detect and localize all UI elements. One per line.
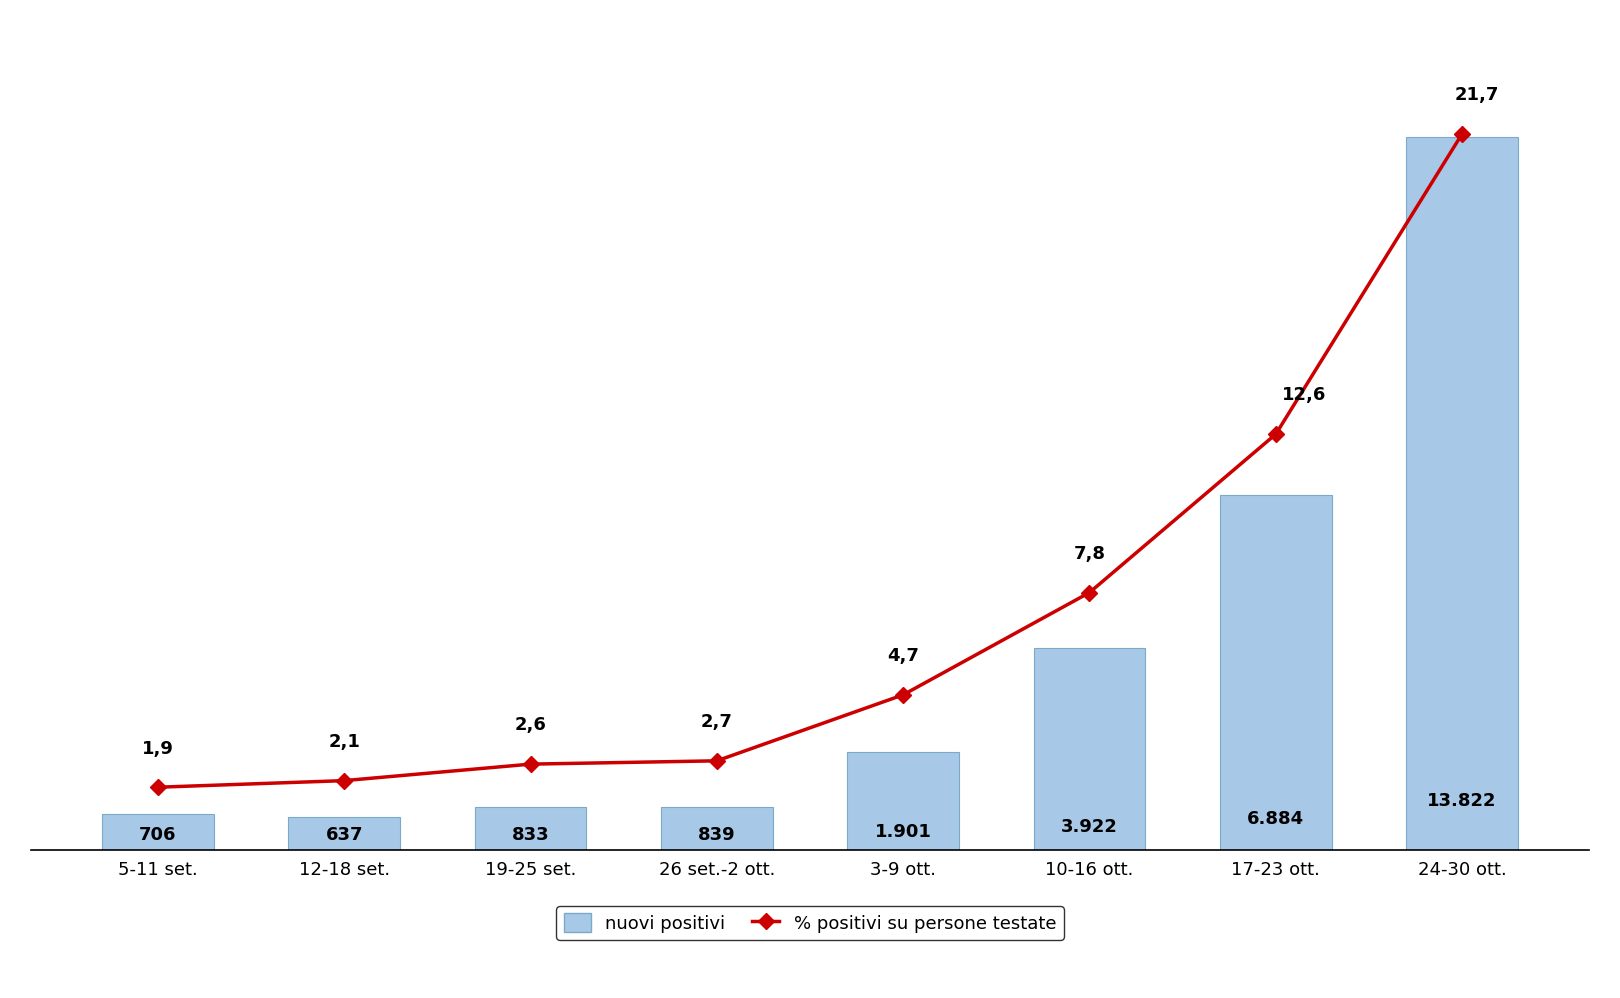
Text: 706: 706 (139, 826, 177, 844)
Text: 6.884: 6.884 (1247, 810, 1304, 828)
Text: 21,7: 21,7 (1455, 86, 1498, 104)
Text: 7,8: 7,8 (1074, 545, 1105, 563)
Text: 839: 839 (698, 825, 735, 843)
Text: 2,6: 2,6 (515, 717, 546, 735)
Bar (102, 813, 214, 850)
Bar (1034, 648, 1145, 850)
Text: 637: 637 (326, 826, 363, 844)
Text: 1,9: 1,9 (143, 740, 173, 757)
Bar (661, 806, 773, 850)
Text: 3.922: 3.922 (1061, 817, 1118, 835)
Text: 833: 833 (512, 825, 549, 843)
Bar (1220, 495, 1332, 850)
Bar (1406, 138, 1518, 850)
Bar (288, 817, 400, 850)
Legend: nuovi positivi, % positivi su persone testate: nuovi positivi, % positivi su persone te… (556, 906, 1064, 940)
Text: 4,7: 4,7 (888, 647, 919, 665)
Text: 1.901: 1.901 (875, 823, 931, 841)
Text: 13.822: 13.822 (1427, 792, 1497, 810)
Bar (847, 751, 959, 850)
Text: 2,1: 2,1 (329, 733, 360, 750)
Bar (475, 807, 586, 850)
Text: 12,6: 12,6 (1281, 386, 1325, 404)
Text: 2,7: 2,7 (701, 714, 732, 732)
